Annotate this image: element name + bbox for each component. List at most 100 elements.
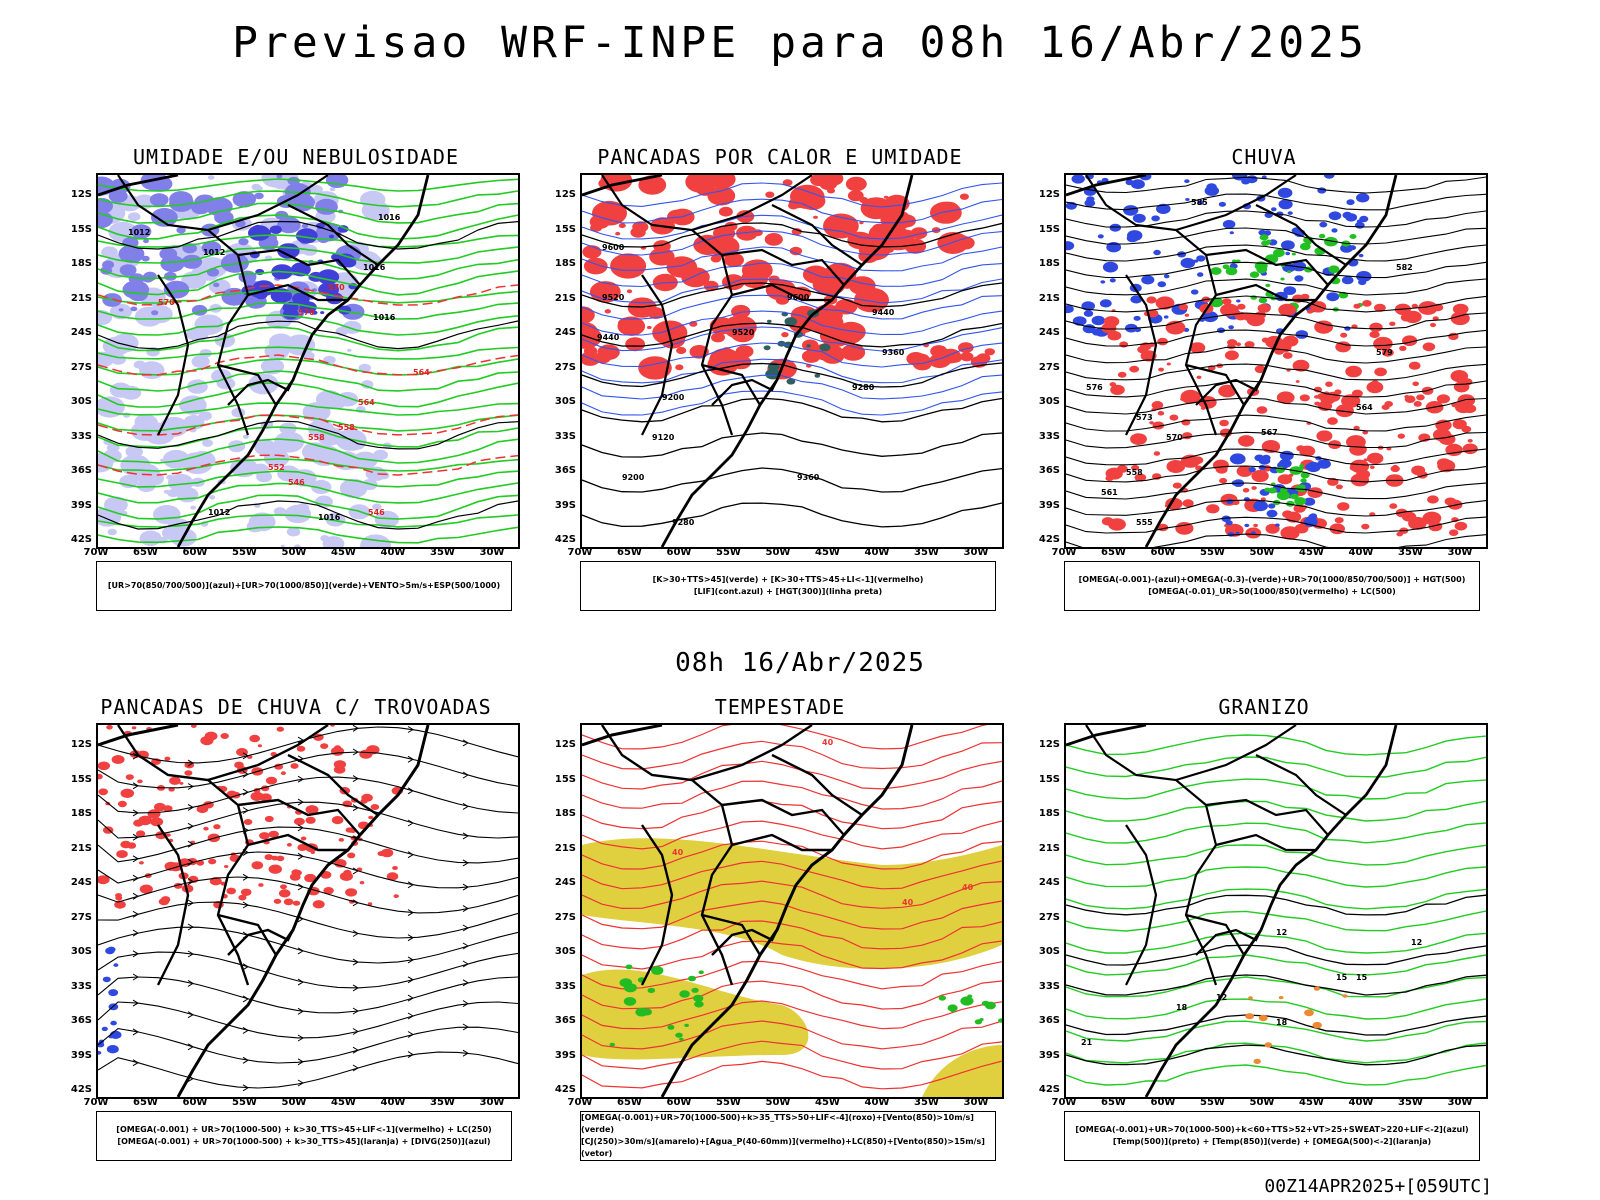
storm-red bbox=[268, 830, 279, 838]
panel-title: PANCADAS POR CALOR E UMIDADE bbox=[597, 145, 963, 169]
omega-blue bbox=[1331, 228, 1338, 233]
rain-red bbox=[1219, 419, 1229, 427]
border-line bbox=[731, 833, 832, 852]
contour-label: 570 bbox=[158, 298, 175, 307]
streamline-arrow bbox=[352, 984, 359, 992]
streamline-arrow bbox=[242, 901, 249, 909]
humidity-light bbox=[372, 503, 382, 511]
instability-green bbox=[765, 368, 781, 380]
rain-red bbox=[1147, 309, 1159, 318]
temp850-contour bbox=[1066, 844, 1486, 866]
contour-label: 18 bbox=[1176, 1003, 1188, 1012]
storm-red bbox=[125, 774, 134, 780]
storm-red bbox=[238, 894, 247, 901]
storm-red bbox=[226, 887, 236, 895]
storm-red bbox=[268, 864, 282, 874]
streamline-arrow bbox=[352, 1064, 359, 1072]
rain-red bbox=[1117, 371, 1127, 378]
omega-blue bbox=[1291, 261, 1307, 272]
instability-red bbox=[789, 246, 803, 256]
border-line bbox=[771, 753, 863, 816]
instability-red bbox=[583, 257, 608, 275]
lif-contour bbox=[582, 262, 1002, 288]
temp500-contour bbox=[1066, 1014, 1486, 1036]
humidity-dark bbox=[292, 292, 310, 305]
rain-red bbox=[1219, 477, 1228, 484]
storm-red bbox=[164, 756, 171, 761]
border-line bbox=[156, 824, 190, 986]
streamline-arrow bbox=[132, 929, 139, 937]
lat-tick-label: 33S bbox=[554, 980, 576, 992]
humidity-mid bbox=[118, 244, 145, 263]
rain-red bbox=[1314, 401, 1321, 406]
storm-red bbox=[338, 838, 344, 842]
lat-tick-label: 30S bbox=[1038, 396, 1060, 407]
rain-red bbox=[1427, 495, 1439, 504]
streamline-arrow bbox=[132, 1059, 139, 1067]
streamline-arrow bbox=[352, 899, 359, 907]
rain-red bbox=[1261, 337, 1270, 343]
omega-green bbox=[1300, 472, 1310, 479]
lat-tick-label: 12S bbox=[1038, 189, 1060, 200]
lat-tick-label: 42S bbox=[554, 1084, 576, 1095]
rain-red bbox=[1353, 303, 1361, 309]
instability-red bbox=[723, 315, 757, 339]
border-line bbox=[601, 725, 734, 986]
omega-blue bbox=[1229, 453, 1246, 465]
humidity-light bbox=[358, 363, 371, 373]
rain-red bbox=[1399, 345, 1407, 351]
instability-red bbox=[919, 358, 933, 368]
contour-label: 576 bbox=[1086, 383, 1103, 392]
streamline-arrow bbox=[132, 809, 139, 817]
legend-line: [OMEGA(-0.001) + UR>70(1000-500) + k>30_… bbox=[116, 1125, 492, 1134]
storm-red bbox=[296, 745, 306, 752]
rain-red bbox=[1283, 352, 1293, 359]
wind850-green bbox=[960, 996, 974, 1006]
contour-label: 570 bbox=[328, 283, 345, 292]
instability-red bbox=[582, 309, 592, 318]
rain-red bbox=[1134, 473, 1147, 482]
humidity-light bbox=[167, 473, 194, 492]
instability-red bbox=[892, 242, 902, 249]
streamline-arrow bbox=[132, 833, 139, 841]
ur-contour bbox=[98, 202, 518, 224]
humidity-light bbox=[239, 463, 255, 474]
rain-red bbox=[1335, 341, 1351, 353]
omega-green bbox=[1225, 267, 1238, 276]
storm-red bbox=[276, 855, 285, 862]
lif-contour bbox=[582, 198, 1002, 224]
omega-blue bbox=[1086, 196, 1095, 202]
storm-red bbox=[368, 815, 374, 820]
humidity-mid bbox=[301, 223, 309, 229]
humidity-mid bbox=[254, 192, 264, 200]
humidity-light bbox=[207, 175, 215, 180]
humidity-dark bbox=[283, 308, 299, 320]
lon-tick-label: 60W bbox=[1150, 1097, 1176, 1108]
storm-red bbox=[330, 746, 345, 756]
streamline bbox=[98, 876, 518, 914]
omega-green bbox=[1222, 264, 1230, 270]
rain-red bbox=[1432, 316, 1439, 321]
lat-tick-label: 33S bbox=[1038, 430, 1060, 442]
instability-red bbox=[765, 191, 775, 198]
lif-contour bbox=[582, 246, 1002, 272]
humidity-light bbox=[285, 334, 316, 356]
rain-red bbox=[1413, 401, 1422, 407]
storm-red bbox=[120, 788, 135, 798]
contour-label: 12 bbox=[1276, 928, 1287, 937]
omega-blue bbox=[1248, 466, 1256, 473]
lon-tick-label: 35W bbox=[1398, 547, 1423, 558]
wind850-green bbox=[675, 1032, 683, 1038]
streamline-arrow bbox=[297, 883, 304, 891]
streamline-arrow bbox=[462, 802, 469, 810]
border-line bbox=[1085, 175, 1218, 436]
omega-blue bbox=[1342, 211, 1353, 219]
humidity-dark bbox=[306, 239, 312, 243]
rain-red bbox=[1307, 487, 1323, 498]
ur-contour bbox=[98, 246, 518, 264]
rain-red bbox=[1131, 464, 1140, 471]
storm-red bbox=[179, 782, 184, 785]
streamline-arrow bbox=[187, 783, 194, 790]
contour-label: 564 bbox=[413, 368, 430, 377]
omega-green bbox=[1324, 236, 1338, 247]
